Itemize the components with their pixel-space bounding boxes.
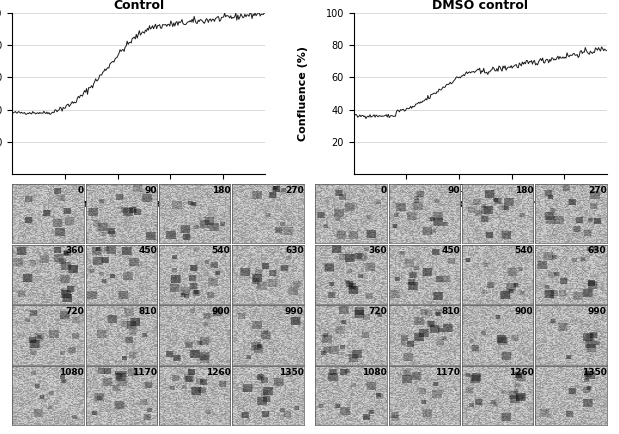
Text: 1260: 1260 <box>206 368 230 377</box>
Text: 900: 900 <box>212 307 230 316</box>
X-axis label: Time of incubation (h): Time of incubation (h) <box>69 199 208 209</box>
Text: 990: 990 <box>588 307 607 316</box>
Text: 900: 900 <box>515 307 534 316</box>
Title: DMSO control: DMSO control <box>432 0 528 12</box>
Text: 1170: 1170 <box>132 368 157 377</box>
Text: 0: 0 <box>381 186 387 195</box>
Text: 270: 270 <box>588 186 607 195</box>
Title: Control: Control <box>113 0 165 12</box>
Text: 360: 360 <box>368 247 387 255</box>
Text: 630: 630 <box>588 247 607 255</box>
Y-axis label: Confluence (%): Confluence (%) <box>298 46 308 141</box>
Text: 90: 90 <box>145 186 157 195</box>
Text: 1350: 1350 <box>582 368 607 377</box>
Text: 810: 810 <box>139 307 157 316</box>
Text: 1260: 1260 <box>509 368 534 377</box>
Text: 810: 810 <box>441 307 461 316</box>
Text: 90: 90 <box>448 186 461 195</box>
Text: 450: 450 <box>139 247 157 255</box>
Text: 630: 630 <box>285 247 304 255</box>
Text: 540: 540 <box>212 247 230 255</box>
Text: 360: 360 <box>66 247 84 255</box>
Text: 180: 180 <box>212 186 230 195</box>
Text: 540: 540 <box>514 247 534 255</box>
Text: 1170: 1170 <box>435 368 461 377</box>
Text: 990: 990 <box>285 307 304 316</box>
Text: 450: 450 <box>441 247 461 255</box>
Text: 1080: 1080 <box>59 368 84 377</box>
Text: 720: 720 <box>368 307 387 316</box>
Text: 180: 180 <box>515 186 534 195</box>
Text: 1350: 1350 <box>279 368 304 377</box>
X-axis label: Time of incubation: Time of incubation <box>422 199 539 209</box>
Text: 0: 0 <box>78 186 84 195</box>
Text: 1080: 1080 <box>362 368 387 377</box>
Text: 720: 720 <box>66 307 84 316</box>
Text: 270: 270 <box>285 186 304 195</box>
